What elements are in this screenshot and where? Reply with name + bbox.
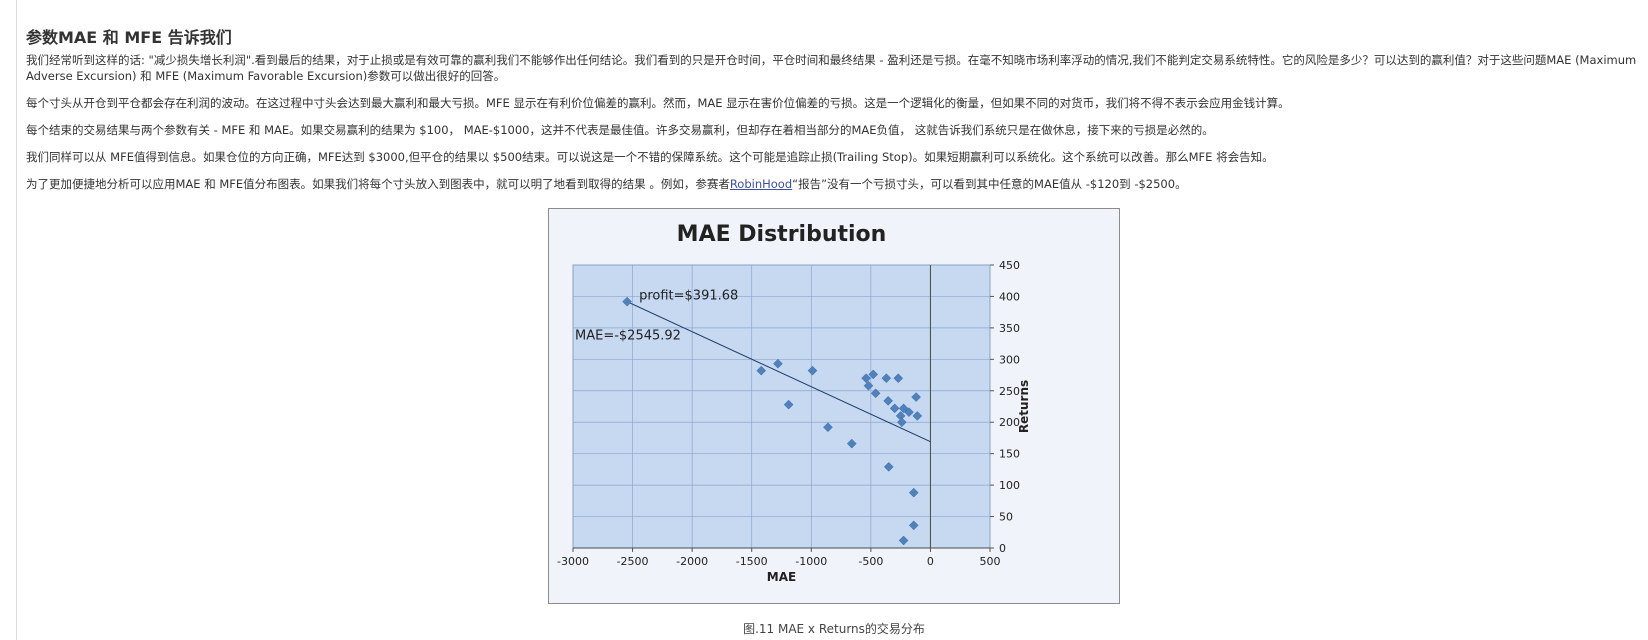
data-point [883, 462, 894, 472]
y-tick-label: 100 [999, 479, 1020, 492]
data-point [908, 520, 919, 531]
paragraph-2: 每个寸头从开仓到平仓都会存在利润的波动。在这过程中寸头会达到最大赢利和最大亏损。… [26, 96, 1290, 110]
data-point [893, 373, 904, 384]
x-tick-label: -500 [858, 555, 883, 568]
data-point [904, 407, 914, 418]
paragraph-5-text-a: 为了更加便捷地分析可以应用MAE 和 MFE值分布图表。如果我们将每个寸头放入到… [26, 177, 730, 191]
left-border [16, 0, 17, 640]
chart-svg: MAE Distribution -3000 -2500 -2000 -1500 -100… [548, 208, 1120, 604]
y-tick-label: 250 [999, 385, 1020, 398]
annotation-profit: profit=$391.68 [639, 289, 738, 304]
robinhood-link[interactable]: RobinHood [729, 177, 793, 191]
data-point [881, 373, 892, 384]
data-point [846, 438, 857, 449]
y-tick-label: 400 [999, 290, 1020, 303]
data-point [807, 365, 818, 376]
x-tick-label: -2500 [617, 555, 649, 568]
paragraph-5: 为了更加便捷地分析可以应用MAE 和 MFE值分布图表。如果我们将每个寸头放入到… [26, 176, 1640, 192]
x-axis-label: MAE [767, 570, 796, 584]
paragraph-3: 每个结束的交易结果与两个参数有关 - MFE 和 MAE。如果交易赢利的结果为 … [26, 123, 1214, 137]
x-tick-label: -3000 [557, 555, 589, 568]
data-point [898, 535, 909, 546]
figure-caption: 图.11 MAE x Returns的交易分布 [743, 622, 925, 636]
paragraph-4: 我们同样可以从 MFE值得到信息。如果仓位的方向正确，MFE达到 $3000,但… [26, 150, 1274, 164]
annotation-mae: MAE=-$2545.92 [575, 329, 681, 344]
data-point [896, 417, 907, 428]
data-point [883, 395, 893, 406]
y-tick-label: 150 [999, 448, 1020, 461]
trendline [626, 301, 931, 443]
data-point [868, 369, 879, 380]
data-point [911, 392, 921, 402]
x-tick-label: 500 [980, 555, 1001, 568]
data-point [756, 365, 767, 376]
data-point [861, 373, 871, 384]
y-tick-label: 200 [999, 416, 1020, 429]
mae-distribution-chart: MAE Distribution -3000 -2500 -2000 -1500 -100… [548, 208, 1120, 604]
y-tick-label: 0 [999, 542, 1006, 555]
data-point [912, 411, 923, 421]
data-point [870, 388, 881, 399]
x-tick-label: 0 [927, 555, 934, 568]
article: 参数MAE 和 MFE 告诉我们 我们经常听到这样的话: "减少损失增长利润".… [26, 24, 1640, 203]
chart-title: MAE Distribution [677, 222, 887, 247]
y-tick-label: 50 [999, 511, 1013, 524]
data-point [823, 422, 833, 433]
data-point [908, 487, 919, 498]
data-point [622, 296, 632, 307]
data-point [889, 403, 900, 414]
data-point [863, 380, 874, 391]
paragraph-1: 我们经常听到这样的话: "减少损失增长利润".看到最后的结果，对于止损或是有效可… [26, 53, 1637, 83]
y-tick-label: 450 [999, 259, 1020, 272]
y-axis-label: Returns [1017, 380, 1031, 433]
x-tick-label: -1500 [736, 555, 768, 568]
article-heading: 参数MAE 和 MFE 告诉我们 [26, 28, 232, 47]
data-point [783, 399, 794, 410]
data-point [773, 358, 783, 369]
paragraph-5-text-b: “报告”没有一个亏损寸头，可以看到其中任意的MAE值从 -$120到 -$250… [792, 177, 1187, 191]
y-tick-label: 350 [999, 322, 1020, 335]
y-tick-label: 300 [999, 353, 1020, 366]
plot-area [572, 264, 991, 549]
x-tick-label: -1000 [795, 555, 827, 568]
x-tick-label: -2000 [676, 555, 708, 568]
